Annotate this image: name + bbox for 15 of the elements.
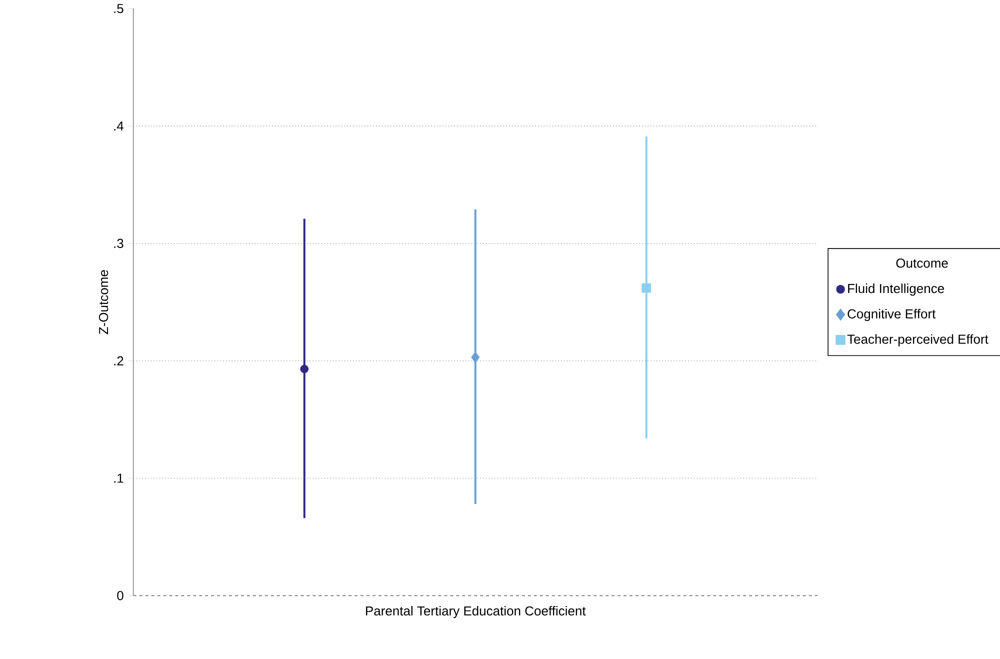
x-axis-title: Parental Tertiary Education Coefficient [366,606,586,618]
point [471,352,480,363]
legend-label: Fluid Intelligence [848,284,944,296]
legend-label: Teacher-perceived Effort [847,334,988,346]
y-tick-label: .1 [114,474,124,483]
y-tick-label: .5 [114,4,124,14]
y-tick-label: 0 [117,590,124,600]
y-axis-title: Z-Outcome [98,270,108,334]
legend-title: Outcome [896,258,948,268]
y-tick-label: .4 [114,122,124,130]
legend-label: Cognitive Effort [848,308,936,322]
point [300,364,309,374]
y-tick-label: .2 [114,356,124,366]
point [642,283,652,293]
y-tick-label: .3 [114,238,124,248]
